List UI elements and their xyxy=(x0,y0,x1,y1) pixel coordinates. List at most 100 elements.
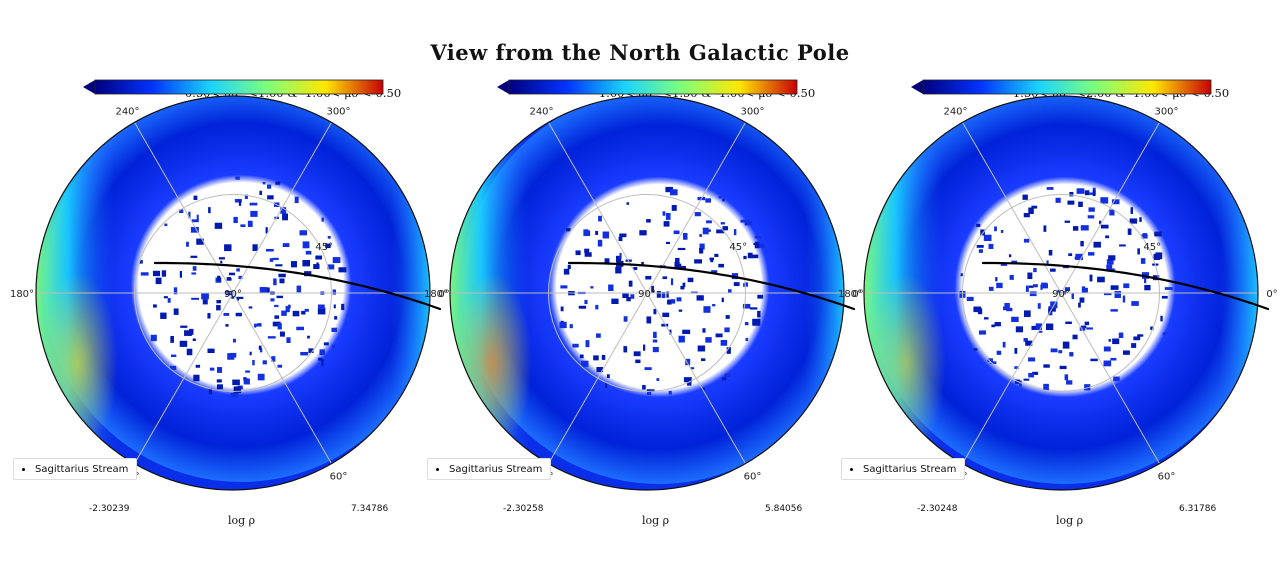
density-speck xyxy=(976,223,981,227)
density-speck xyxy=(978,330,986,335)
density-speck xyxy=(1004,302,1010,308)
density-speck xyxy=(1011,316,1019,323)
density-speck xyxy=(578,305,587,309)
density-speck xyxy=(1111,268,1115,272)
density-speck xyxy=(319,349,325,356)
density-speck xyxy=(296,326,304,331)
density-speck xyxy=(201,292,209,300)
density-speck xyxy=(248,306,253,309)
density-speck xyxy=(1043,225,1047,232)
colorbar-max: 7.34786 xyxy=(351,504,389,514)
angle-tick-label: 180° xyxy=(10,289,34,300)
density-speck xyxy=(1100,224,1109,229)
density-speck xyxy=(1154,231,1162,237)
density-speck xyxy=(1025,340,1033,346)
density-speck xyxy=(292,310,300,317)
density-speck xyxy=(249,351,252,356)
colorbar-label: log ρ xyxy=(642,514,670,527)
density-speck xyxy=(1050,348,1058,353)
grid-spoke xyxy=(646,292,746,464)
density-speck xyxy=(231,296,235,299)
density-speck xyxy=(1080,240,1084,247)
radial-tick-label: 45° xyxy=(729,242,747,253)
density-speck xyxy=(987,358,993,362)
density-speck xyxy=(1110,285,1119,290)
density-speck xyxy=(705,198,712,203)
density-speck xyxy=(702,227,709,235)
grid-spoke xyxy=(134,292,234,464)
density-speck xyxy=(724,373,731,377)
density-speck xyxy=(259,348,263,353)
density-speck xyxy=(966,296,974,301)
angle-tick-label: 180° xyxy=(424,289,448,300)
grid-spoke xyxy=(1060,292,1160,464)
density-speck xyxy=(214,222,223,229)
density-speck xyxy=(1031,325,1039,330)
density-speck xyxy=(1072,334,1078,340)
density-speck xyxy=(683,377,692,383)
density-speck xyxy=(665,241,671,245)
density-speck xyxy=(687,277,694,283)
density-speck xyxy=(226,277,232,281)
density-speck xyxy=(277,364,283,368)
density-speck xyxy=(1014,348,1018,354)
density-speck xyxy=(192,266,197,271)
density-speck xyxy=(601,354,606,360)
density-speck xyxy=(269,258,274,262)
density-speck xyxy=(722,198,725,202)
density-speck xyxy=(710,259,714,263)
density-speck xyxy=(180,325,188,328)
density-speck xyxy=(744,322,749,326)
density-speck xyxy=(642,385,646,390)
density-speck xyxy=(1106,264,1113,271)
density-speck xyxy=(1037,303,1041,309)
colorbar-label: log ρ xyxy=(1056,514,1084,527)
legend-label: Sagittarius Stream xyxy=(35,463,129,475)
density-speck xyxy=(671,204,677,211)
density-speck xyxy=(279,331,285,337)
density-speck xyxy=(630,294,635,299)
density-speck xyxy=(663,221,670,227)
density-speck xyxy=(1114,290,1121,298)
density-speck xyxy=(584,248,590,253)
density-speck xyxy=(186,348,193,356)
density-speck xyxy=(1071,293,1074,300)
colorbar xyxy=(497,79,798,95)
density-speck xyxy=(1011,260,1018,264)
density-speck xyxy=(1058,350,1063,354)
density-speck xyxy=(745,337,749,342)
density-speck xyxy=(233,386,242,394)
density-speck xyxy=(1161,295,1168,299)
density-speck xyxy=(606,374,610,379)
density-speck xyxy=(733,282,740,287)
density-speck xyxy=(690,367,695,370)
density-speck xyxy=(235,176,240,180)
density-speck xyxy=(633,351,641,357)
density-speck xyxy=(682,232,688,240)
density-speck xyxy=(593,355,599,361)
density-speck xyxy=(611,298,619,305)
angle-tick-label: 0° xyxy=(852,289,863,300)
density-speck xyxy=(1137,334,1144,337)
density-speck xyxy=(279,278,285,284)
density-speck xyxy=(685,358,691,366)
legend-marker xyxy=(22,467,25,471)
density-speck xyxy=(559,321,567,329)
density-speck xyxy=(170,335,174,343)
density-speck xyxy=(994,226,997,232)
density-speck xyxy=(259,287,267,294)
density-speck xyxy=(232,379,240,386)
density-speck xyxy=(317,307,326,315)
density-speck xyxy=(1080,225,1089,231)
density-speck xyxy=(615,266,622,274)
density-speck xyxy=(661,292,666,299)
density-speck xyxy=(590,286,594,289)
density-speck xyxy=(179,340,188,347)
density-speck xyxy=(1088,192,1096,195)
density-speck xyxy=(331,344,335,348)
density-speck xyxy=(988,286,994,291)
grid-spoke xyxy=(232,122,332,294)
density-speck xyxy=(652,339,658,343)
density-speck xyxy=(1046,260,1049,264)
density-speck xyxy=(673,230,680,235)
